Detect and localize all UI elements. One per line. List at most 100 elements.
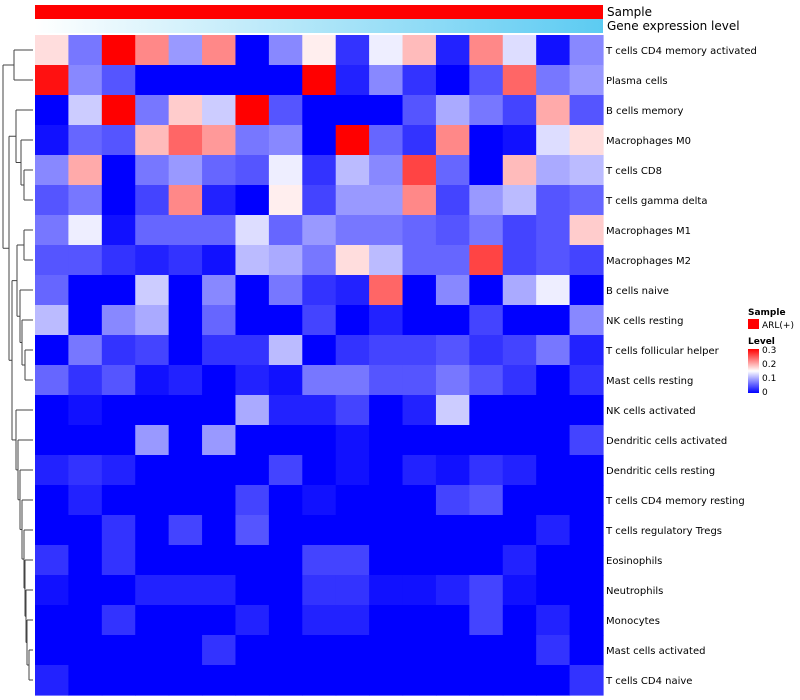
heatmap-cell (435, 425, 470, 456)
heatmap-cell (536, 485, 571, 516)
heatmap-cell (502, 215, 537, 246)
heatmap-cell (369, 35, 404, 66)
heatmap-cell (335, 155, 370, 186)
heatmap-cell (168, 215, 203, 246)
heatmap-cell (302, 545, 337, 576)
heatmap-cell (101, 425, 136, 456)
heatmap-cell (135, 575, 170, 606)
heatmap-cell (235, 365, 270, 396)
heatmap-cell (569, 545, 604, 576)
heatmap-cell (569, 605, 604, 636)
heatmap-cell (502, 95, 537, 126)
heatmap-cell (101, 275, 136, 306)
heatmap-cell (302, 155, 337, 186)
heatmap-cell (569, 575, 604, 606)
heatmap-cell (35, 425, 70, 456)
heatmap-cell (168, 35, 203, 66)
heatmap-cell (202, 575, 237, 606)
heatmap-cell (402, 215, 437, 246)
heatmap-cell (402, 365, 437, 396)
heatmap-cell (202, 155, 237, 186)
heatmap-cell (536, 545, 571, 576)
heatmap-cell (502, 335, 537, 366)
heatmap-cell (469, 335, 504, 366)
row-labels: T cells CD4 memory activated Plasma cells… (605, 46, 757, 687)
heatmap-cell (369, 65, 404, 96)
heatmap-cell (35, 275, 70, 306)
heatmap-cell (536, 515, 571, 546)
heatmap-cell (68, 125, 103, 156)
heatmap-cell (235, 95, 270, 126)
heatmap-cell (68, 575, 103, 606)
row-label: Neutrophils (606, 586, 663, 597)
heatmap-cell (402, 545, 437, 576)
heatmap-cell (569, 515, 604, 546)
heatmap-cell (302, 605, 337, 636)
level-legend-colorbar (748, 349, 759, 393)
heatmap-cell (435, 545, 470, 576)
heatmap-cell (101, 155, 136, 186)
heatmap-cell (435, 185, 470, 216)
heatmap-cell (502, 665, 537, 696)
heatmap-cell (369, 245, 404, 276)
heatmap-cell (35, 575, 70, 606)
heatmap-cell (35, 35, 70, 66)
heatmap-cell (268, 605, 303, 636)
heatmap-cell (469, 485, 504, 516)
heatmap-cell (502, 365, 537, 396)
heatmap-cell (335, 545, 370, 576)
heatmap-cell (101, 245, 136, 276)
heatmap-cell (536, 395, 571, 426)
heatmap-cell (469, 215, 504, 246)
heatmap-cell (235, 455, 270, 486)
heatmap-cell (536, 305, 571, 336)
heatmap-cell (68, 95, 103, 126)
heatmap-cell (569, 215, 604, 246)
heatmap-cell (502, 125, 537, 156)
heatmap-cell (435, 485, 470, 516)
heatmap-cell (435, 155, 470, 186)
heatmap-cell (335, 575, 370, 606)
level-legend-tick-0.2: 0.2 (762, 360, 776, 370)
heatmap-cell (35, 185, 70, 216)
heatmap-cell (435, 665, 470, 696)
heatmap-cell (569, 35, 604, 66)
heatmap-cell (202, 485, 237, 516)
heatmap-cell (335, 275, 370, 306)
heatmap-cell (101, 95, 136, 126)
heatmap-cell (168, 275, 203, 306)
heatmap-cell (101, 395, 136, 426)
heatmap-cell (369, 635, 404, 666)
row-label: T cells CD8 (605, 166, 662, 177)
heatmap-cell (435, 575, 470, 606)
heatmap-cell (536, 35, 571, 66)
heatmap-cell (335, 65, 370, 96)
heatmap-cell (202, 95, 237, 126)
heatmap-cell (235, 185, 270, 216)
heatmap-cell (502, 35, 537, 66)
heatmap-cell (536, 125, 571, 156)
heatmap-cell (35, 455, 70, 486)
heatmap-cell (502, 455, 537, 486)
heatmap-cell (569, 455, 604, 486)
heatmap-cell (235, 575, 270, 606)
row-label: Macrophages M2 (606, 256, 691, 267)
heatmap-cell (68, 65, 103, 96)
heatmap-cell (536, 245, 571, 276)
heatmap-cell (369, 365, 404, 396)
heatmap-cell (369, 425, 404, 456)
heatmap-cell (268, 275, 303, 306)
heatmap-cell (268, 455, 303, 486)
heatmap-cell (268, 125, 303, 156)
heatmap-cell (68, 485, 103, 516)
level-legend: Level 0.3 0.2 0.1 0 (748, 337, 776, 398)
heatmap-cell (168, 455, 203, 486)
heatmap-cell (101, 65, 136, 96)
heatmap-cell (35, 215, 70, 246)
heatmap-cell (235, 275, 270, 306)
heatmap-cell (202, 455, 237, 486)
row-label: T cells regulatory Tregs (605, 526, 722, 537)
heatmap-cell (302, 95, 337, 126)
sample-legend-swatch (748, 319, 759, 329)
heatmap-cell (268, 335, 303, 366)
